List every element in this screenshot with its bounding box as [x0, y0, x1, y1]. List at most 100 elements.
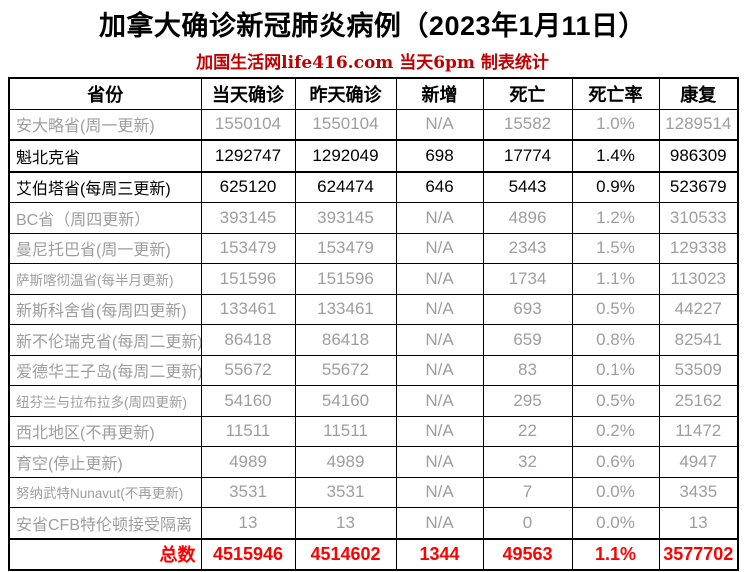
cell-yesterday: 1292049 [294, 139, 397, 173]
cell-today: 1550104 [200, 108, 296, 141]
cell-province: 艾伯塔省(每周三更新) [8, 171, 202, 203]
cell-province: BC省（周四更新） [8, 202, 202, 234]
cell-province: 安省CFB特伦顿接受隔离 [8, 507, 202, 539]
cell-deaths: 22 [482, 415, 573, 447]
cell-today: 86418 [200, 324, 296, 356]
cell-death_rate: 0.0% [571, 507, 660, 539]
page-title: 加拿大确诊新冠肺炎病例（2023年1月11日） [98, 11, 647, 41]
page-subtitle: 加国生活网life416.com 当天6pm 制表统计 [196, 53, 549, 73]
cell-recovered: 13 [658, 507, 739, 539]
column-header-yesterday: 昨天确诊 [294, 77, 397, 110]
cell-recovered: 82541 [658, 324, 739, 356]
cell-death_rate: 0.1% [571, 354, 660, 386]
cell-yesterday: 151596 [294, 263, 397, 295]
cell-recovered: 11472 [658, 415, 739, 447]
table-row: 爱德华王子岛(每周二更新) 55672 55672 N/A 83 0.1% 53509 [8, 354, 739, 386]
cell-today: 55672 [200, 354, 296, 386]
table-row: 西北地区(不再更新) 11511 11511 N/A 22 0.2% 11472 [8, 415, 739, 447]
cell-deaths: 295 [482, 385, 573, 417]
cell-new: N/A [395, 202, 484, 234]
cell-deaths: 17774 [482, 139, 573, 173]
cell-recovered: 986309 [658, 139, 739, 173]
cell-yesterday: 3531 [294, 476, 397, 508]
covid-stats-table: 省份 当天确诊 昨天确诊 新增 死亡 死亡率 康复 安大略省(周一更新) 1550104 155… [8, 77, 739, 571]
cell-yesterday: 153479 [294, 232, 397, 264]
table-row: 艾伯塔省(每周三更新) 625120 624474 646 5443 0.9% 523679 [8, 171, 739, 203]
cell-new: N/A [395, 232, 484, 264]
cell-province: 魁北克省 [8, 139, 202, 173]
cell-deaths: 693 [482, 293, 573, 325]
cell-new: N/A [395, 293, 484, 325]
cell-death_rate: 1.0% [571, 108, 660, 141]
cell-death_rate: 0.6% [571, 446, 660, 478]
column-header-deaths: 死亡 [482, 77, 573, 110]
cell-death_rate: 0.5% [571, 293, 660, 325]
cell-yesterday: 4989 [294, 446, 397, 478]
cell-today: 3531 [200, 476, 296, 508]
cell-death_rate: 1.1% [571, 263, 660, 295]
cell-recovered: 113023 [658, 263, 739, 295]
total-new: 1344 [395, 537, 484, 571]
cell-recovered: 25162 [658, 385, 739, 417]
cell-yesterday: 11511 [294, 415, 397, 447]
cell-death_rate: 1.5% [571, 232, 660, 264]
table-row: 曼尼托巴省(周一更新) 153479 153479 N/A 2343 1.5% 129338 [8, 232, 739, 264]
column-header-province: 省份 [8, 77, 202, 110]
total-yesterday: 4514602 [294, 537, 397, 571]
cell-deaths: 15582 [482, 108, 573, 141]
cell-province: 新不伦瑞克省(每周二更新) [8, 324, 202, 356]
cell-today: 153479 [200, 232, 296, 264]
cell-province: 新斯科舍省(每周四更新) [8, 293, 202, 325]
total-death_rate: 1.1% [571, 537, 660, 571]
cell-yesterday: 393145 [294, 202, 397, 234]
table-row: 纽芬兰与拉布拉多(周四更新) 54160 54160 N/A 295 0.5% 25162 [8, 385, 739, 417]
total-recovered: 3577702 [658, 537, 739, 571]
cell-recovered: 53509 [658, 354, 739, 386]
cell-yesterday: 54160 [294, 385, 397, 417]
cell-recovered: 44227 [658, 293, 739, 325]
table-row: 新斯科舍省(每周四更新) 133461 133461 N/A 693 0.5% 44227 [8, 293, 739, 325]
cell-deaths: 2343 [482, 232, 573, 264]
cell-new: 698 [395, 139, 484, 173]
cell-today: 54160 [200, 385, 296, 417]
cell-province: 纽芬兰与拉布拉多(周四更新) [8, 385, 202, 417]
cell-recovered: 310533 [658, 202, 739, 234]
column-header-recovered: 康复 [658, 77, 739, 110]
cell-province: 爱德华王子岛(每周二更新) [8, 354, 202, 386]
cell-recovered: 3435 [658, 476, 739, 508]
cell-new: N/A [395, 385, 484, 417]
cell-province: 安大略省(周一更新) [8, 108, 202, 141]
cell-today: 393145 [200, 202, 296, 234]
cell-new: N/A [395, 354, 484, 386]
cell-recovered: 129338 [658, 232, 739, 264]
cell-today: 4989 [200, 446, 296, 478]
cell-yesterday: 55672 [294, 354, 397, 386]
cell-death_rate: 1.2% [571, 202, 660, 234]
cell-recovered: 4947 [658, 446, 739, 478]
total-deaths: 49563 [482, 537, 573, 571]
cell-deaths: 659 [482, 324, 573, 356]
total-today: 4515946 [200, 537, 296, 571]
total-label: 总数 [8, 537, 202, 571]
cell-new: 646 [395, 171, 484, 203]
cell-deaths: 5443 [482, 171, 573, 203]
table-row: 萨斯喀彻温省(每半月更新) 151596 151596 N/A 1734 1.1% 1130… [8, 263, 739, 295]
cell-death_rate: 0.0% [571, 476, 660, 508]
cell-province: 曼尼托巴省(周一更新) [8, 232, 202, 264]
cell-death_rate: 0.2% [571, 415, 660, 447]
cell-today: 13 [200, 507, 296, 539]
cell-recovered: 1289514 [658, 108, 739, 141]
cell-today: 625120 [200, 171, 296, 203]
cell-yesterday: 1550104 [294, 108, 397, 141]
cell-death_rate: 0.5% [571, 385, 660, 417]
cell-new: N/A [395, 507, 484, 539]
cell-deaths: 83 [482, 354, 573, 386]
cell-today: 133461 [200, 293, 296, 325]
cell-yesterday: 86418 [294, 324, 397, 356]
table-row: 安省CFB特伦顿接受隔离 13 13 N/A 0 0.0% 13 [8, 507, 739, 539]
cell-deaths: 1734 [482, 263, 573, 295]
cell-death_rate: 0.8% [571, 324, 660, 356]
total-row: 总数 4515946 4514602 1344 49563 1.1% 3577702 [8, 537, 739, 571]
cell-today: 151596 [200, 263, 296, 295]
